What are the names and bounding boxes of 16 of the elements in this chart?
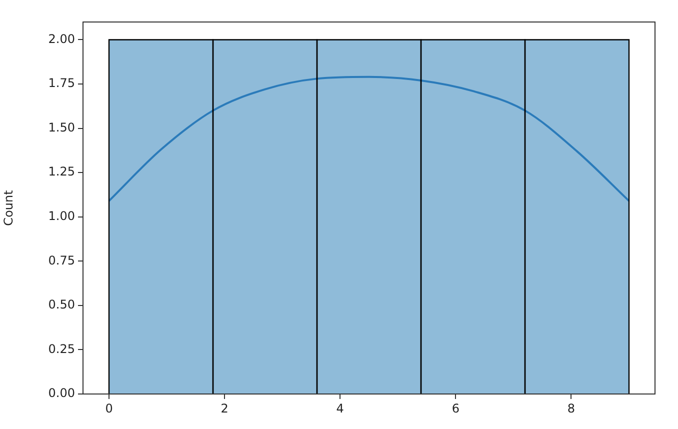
y-tick-label: 1.50 bbox=[48, 120, 75, 134]
y-tick-label: 2.00 bbox=[48, 32, 75, 46]
x-tick-label: 4 bbox=[336, 401, 344, 416]
y-tick-label: 1.25 bbox=[48, 164, 75, 179]
x-tick-label: 8 bbox=[567, 401, 576, 416]
x-tick-label: 2 bbox=[220, 401, 228, 416]
y-tick-label: 1.00 bbox=[48, 208, 75, 223]
x-tick-label: 0 bbox=[105, 401, 113, 416]
y-tick-label: 1.75 bbox=[48, 76, 75, 90]
x-tick-label: 6 bbox=[452, 401, 460, 416]
y-axis-title: Count bbox=[1, 190, 16, 226]
y-tick-label: 0.50 bbox=[48, 298, 75, 312]
y-tick-label: 0.00 bbox=[48, 386, 75, 400]
y-tick-label: 0.75 bbox=[48, 253, 75, 268]
y-tick-label: 0.25 bbox=[48, 342, 75, 356]
line-series bbox=[108, 76, 630, 202]
